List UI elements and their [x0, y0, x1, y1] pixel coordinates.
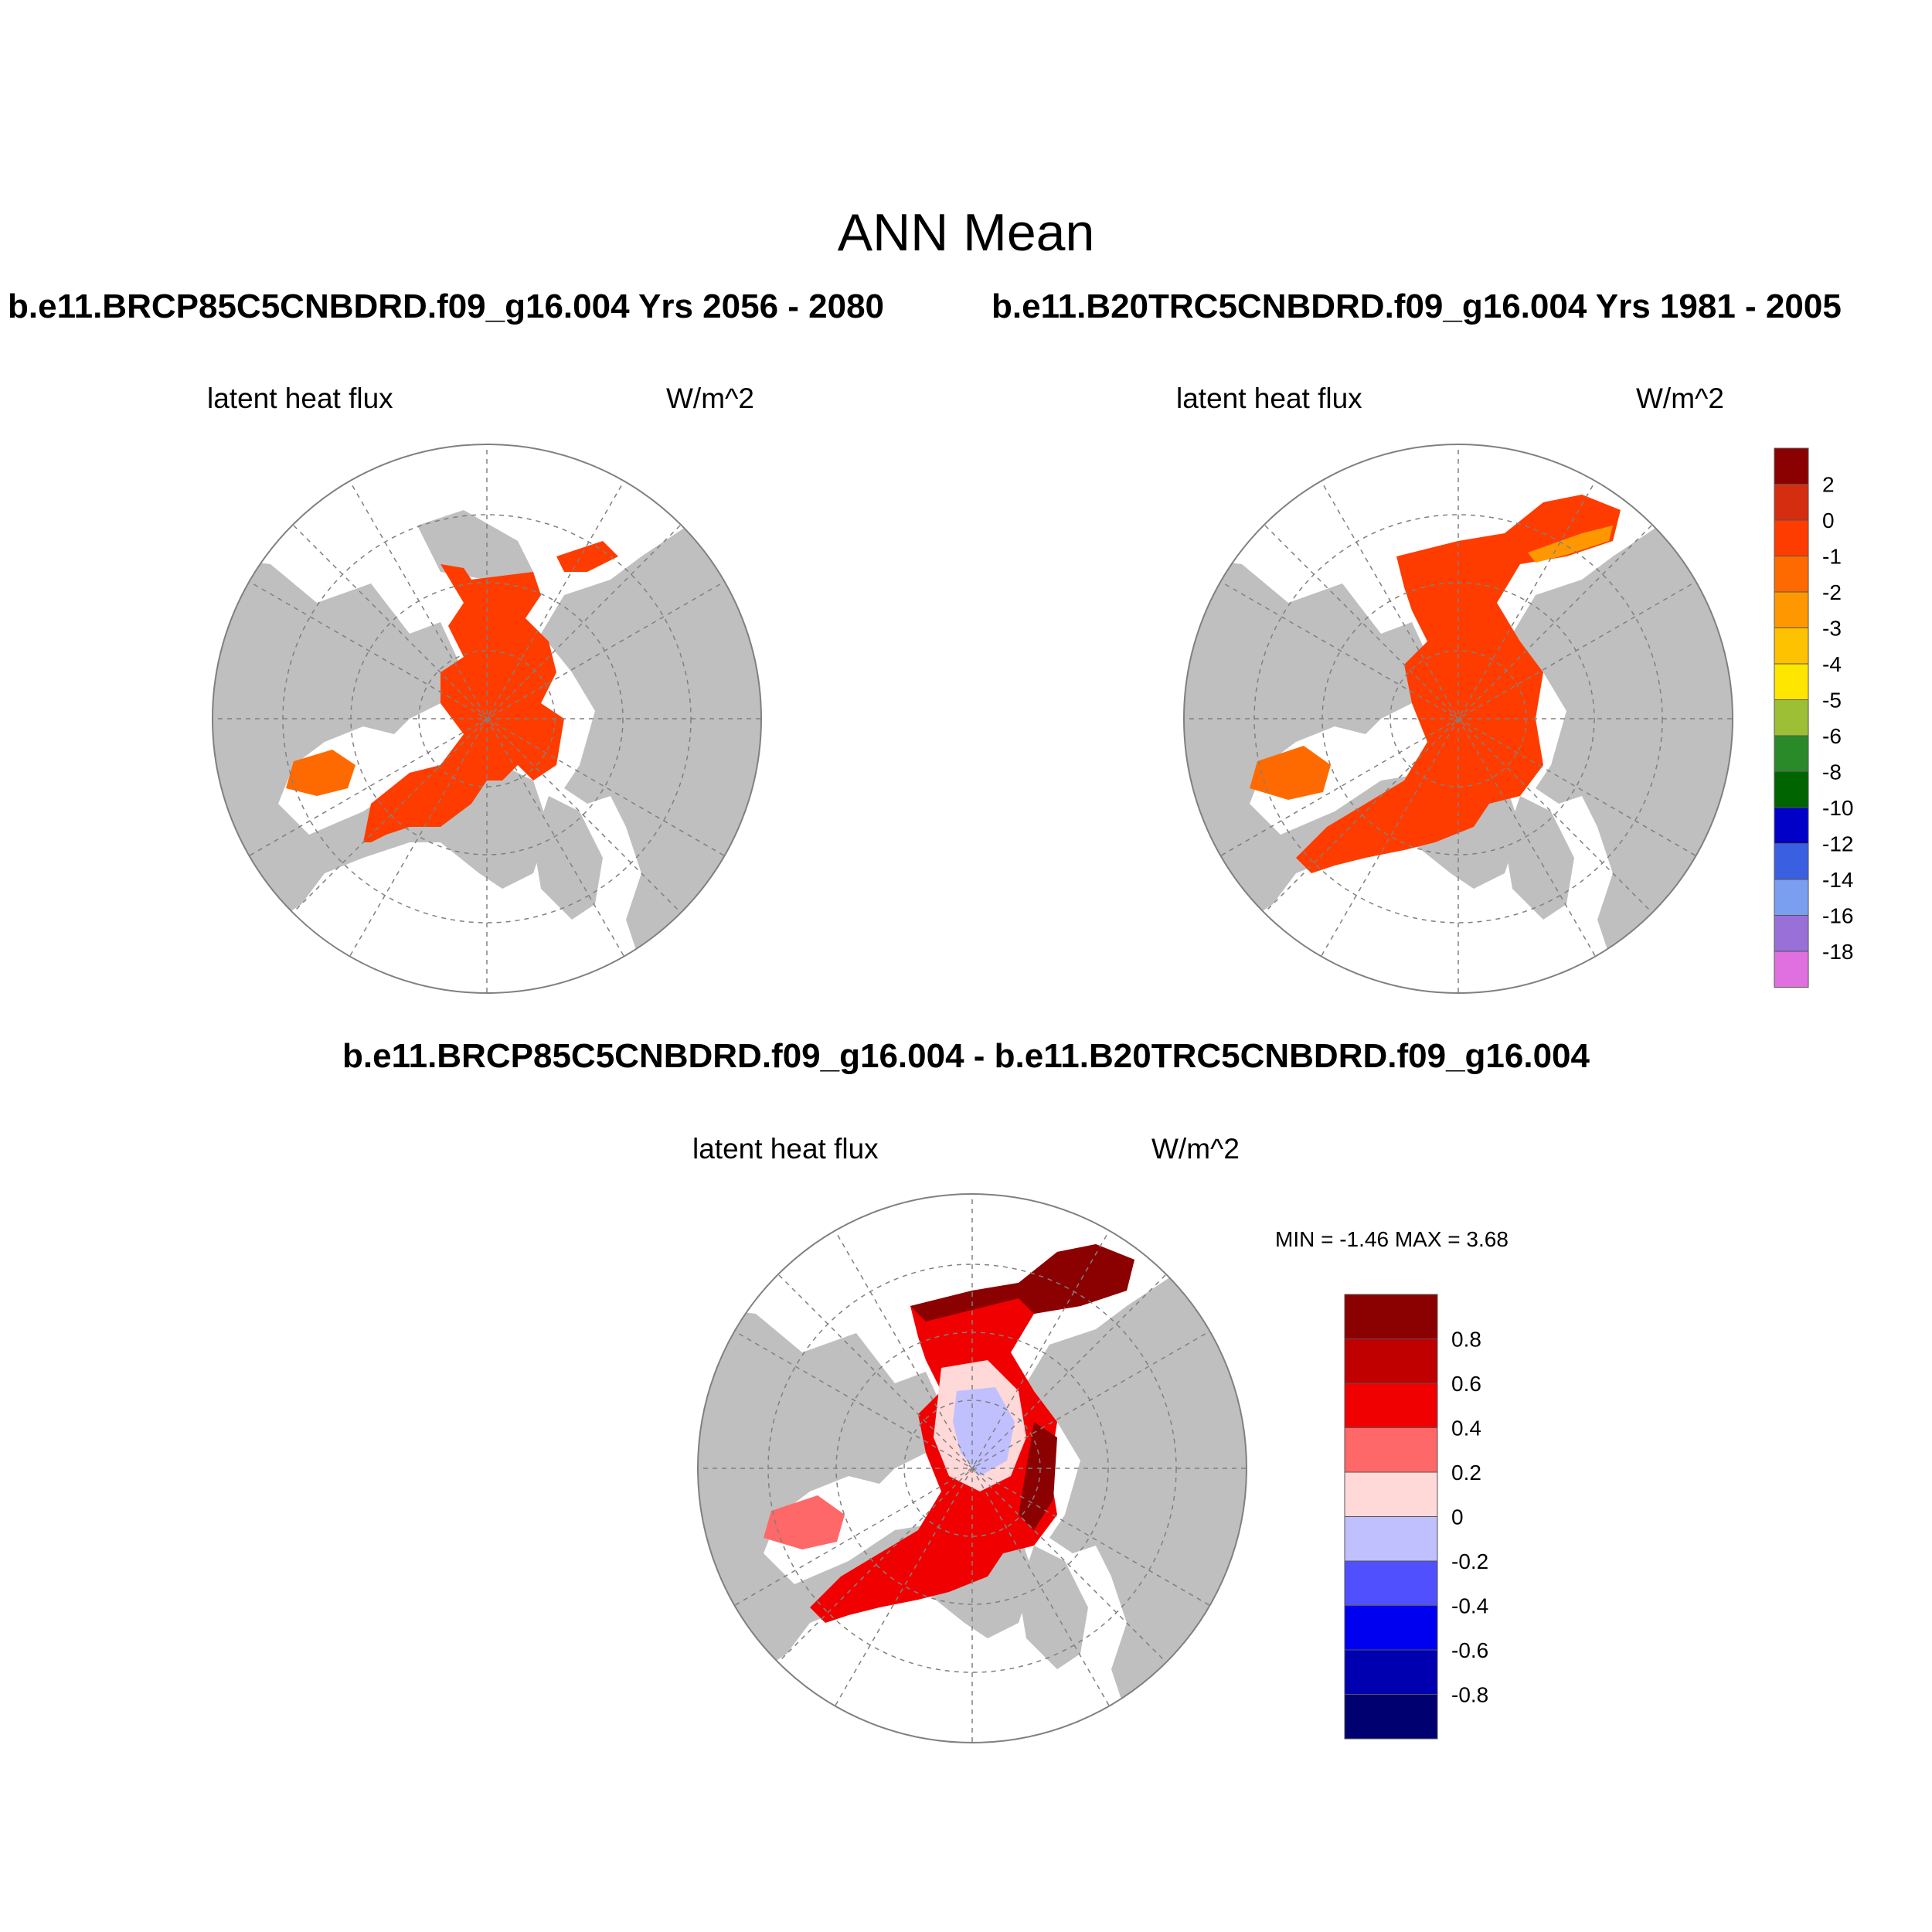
min-max-readout: MIN = -1.46 MAX = 3.68	[1275, 1227, 1509, 1251]
polar-map-difference	[697, 1193, 1247, 1743]
colorbar-difference-tick-label: 0.4	[1451, 1417, 1481, 1440]
colorbar-difference-tick-label: 0.6	[1451, 1372, 1481, 1396]
colorbar-absolute-swatch	[1774, 447, 1809, 485]
colorbar-difference-swatch	[1344, 1471, 1438, 1517]
colorbar-absolute: 2 0 -1 -2 -3 -4 -5 -6 -8 -10 -12 -14 -16 -18	[1774, 447, 1853, 988]
colorbar-absolute-swatch	[1774, 735, 1809, 772]
colorbar-difference-tick-label: 0	[1451, 1505, 1464, 1529]
colorbar-absolute-swatch	[1774, 699, 1809, 736]
colorbar-difference: 0.8 0.6 0.4 0.2 0 -0.2 -0.4 -0.6 -0.8	[1344, 1294, 1488, 1740]
panel3-variable-label: latent heat flux	[692, 1133, 879, 1165]
colorbar-difference-swatch	[1344, 1427, 1438, 1473]
colorbar-absolute-swatch	[1774, 807, 1809, 844]
colorbar-difference-swatch	[1344, 1516, 1438, 1562]
land-north-america	[213, 556, 487, 981]
panel-title-historical: b.e11.B20TRC5CNBDRD.f09_g16.004 Yrs 1981…	[992, 287, 1842, 325]
colorbar-absolute-swatch	[1774, 556, 1809, 593]
land-north-america	[1184, 556, 1458, 981]
panel-title-difference: b.e11.BRCP85C5CNBDRD.f09_g16.004 - b.e11…	[342, 1037, 1590, 1075]
colorbar-absolute-swatch	[1774, 915, 1809, 952]
colorbar-absolute-tick-label: -2	[1822, 580, 1842, 604]
colorbar-difference-tick-label: -0.8	[1451, 1683, 1488, 1707]
panel1-units-label: W/m^2	[666, 383, 754, 414]
diff-region-hudson	[764, 1495, 845, 1549]
colorbar-absolute-swatch	[1774, 879, 1809, 916]
colorbar-absolute-tick-label: -10	[1822, 796, 1853, 820]
colorbar-absolute-swatch	[1774, 628, 1809, 665]
panel1-variable-label: latent heat flux	[207, 383, 393, 414]
colorbar-difference-swatch	[1344, 1560, 1438, 1606]
flux-region-hudson	[1250, 746, 1331, 800]
colorbar-absolute-tick-label: -4	[1822, 652, 1842, 676]
colorbar-difference-swatch	[1344, 1694, 1438, 1740]
colorbar-absolute-swatch	[1774, 484, 1809, 521]
colorbar-absolute-tick-label: -8	[1822, 760, 1842, 784]
panel-title-future: b.e11.BRCP85C5CNBDRD.f09_g16.004 Yrs 205…	[8, 287, 885, 325]
colorbar-absolute-tick-label: -16	[1822, 904, 1853, 928]
colorbar-absolute-swatch	[1774, 951, 1809, 988]
colorbar-difference-swatch	[1344, 1649, 1438, 1695]
flux-region-bering	[556, 541, 618, 572]
panel2-units-label: W/m^2	[1636, 383, 1724, 414]
colorbar-absolute-swatch	[1774, 591, 1809, 628]
panel3-units-label: W/m^2	[1151, 1133, 1240, 1165]
colorbar-difference-tick-label: -0.2	[1451, 1549, 1488, 1573]
colorbar-absolute-swatch	[1774, 771, 1809, 808]
colorbar-absolute-tick-label: -1	[1822, 545, 1842, 569]
colorbar-difference-swatch	[1344, 1294, 1438, 1339]
diff-region-atlantic-margin	[1019, 1422, 1057, 1530]
colorbar-absolute-tick-label: -14	[1822, 868, 1853, 892]
diff-region-siberian-margin	[910, 1244, 1134, 1321]
colorbar-absolute-tick-label: -18	[1822, 940, 1853, 964]
land-siberia-north	[417, 510, 533, 580]
colorbar-difference-swatch	[1344, 1605, 1438, 1651]
colorbar-absolute-tick-label: 0	[1822, 509, 1835, 532]
polar-map-future	[212, 444, 762, 994]
colorbar-absolute-swatch	[1774, 519, 1809, 556]
colorbar-absolute-swatch	[1774, 843, 1809, 880]
polar-map-historical	[1183, 444, 1733, 994]
colorbar-absolute-swatch	[1774, 663, 1809, 700]
flux-region-barents-margin	[1528, 526, 1613, 563]
flux-region-arctic	[363, 564, 564, 842]
colorbar-absolute-tick-label: -12	[1822, 832, 1853, 856]
land-north-america	[698, 1306, 972, 1731]
colorbar-difference-tick-label: -0.4	[1451, 1594, 1488, 1618]
colorbar-absolute-tick-label: -6	[1822, 724, 1842, 748]
colorbar-difference-swatch	[1344, 1383, 1438, 1428]
figure-title: ANN Mean	[837, 203, 1095, 262]
colorbar-difference-tick-label: -0.6	[1451, 1638, 1488, 1662]
colorbar-difference-tick-label: 0.8	[1451, 1328, 1481, 1352]
colorbar-difference-tick-label: 0.2	[1451, 1461, 1481, 1485]
panel2-variable-label: latent heat flux	[1176, 383, 1362, 414]
colorbar-difference-swatch	[1344, 1338, 1438, 1384]
colorbar-absolute-tick-label: 2	[1822, 473, 1835, 497]
colorbar-absolute-tick-label: -5	[1822, 689, 1842, 713]
flux-region-hudson	[286, 750, 355, 796]
colorbar-absolute-tick-label: -3	[1822, 617, 1842, 641]
diff-region-central-negative	[953, 1387, 1015, 1476]
